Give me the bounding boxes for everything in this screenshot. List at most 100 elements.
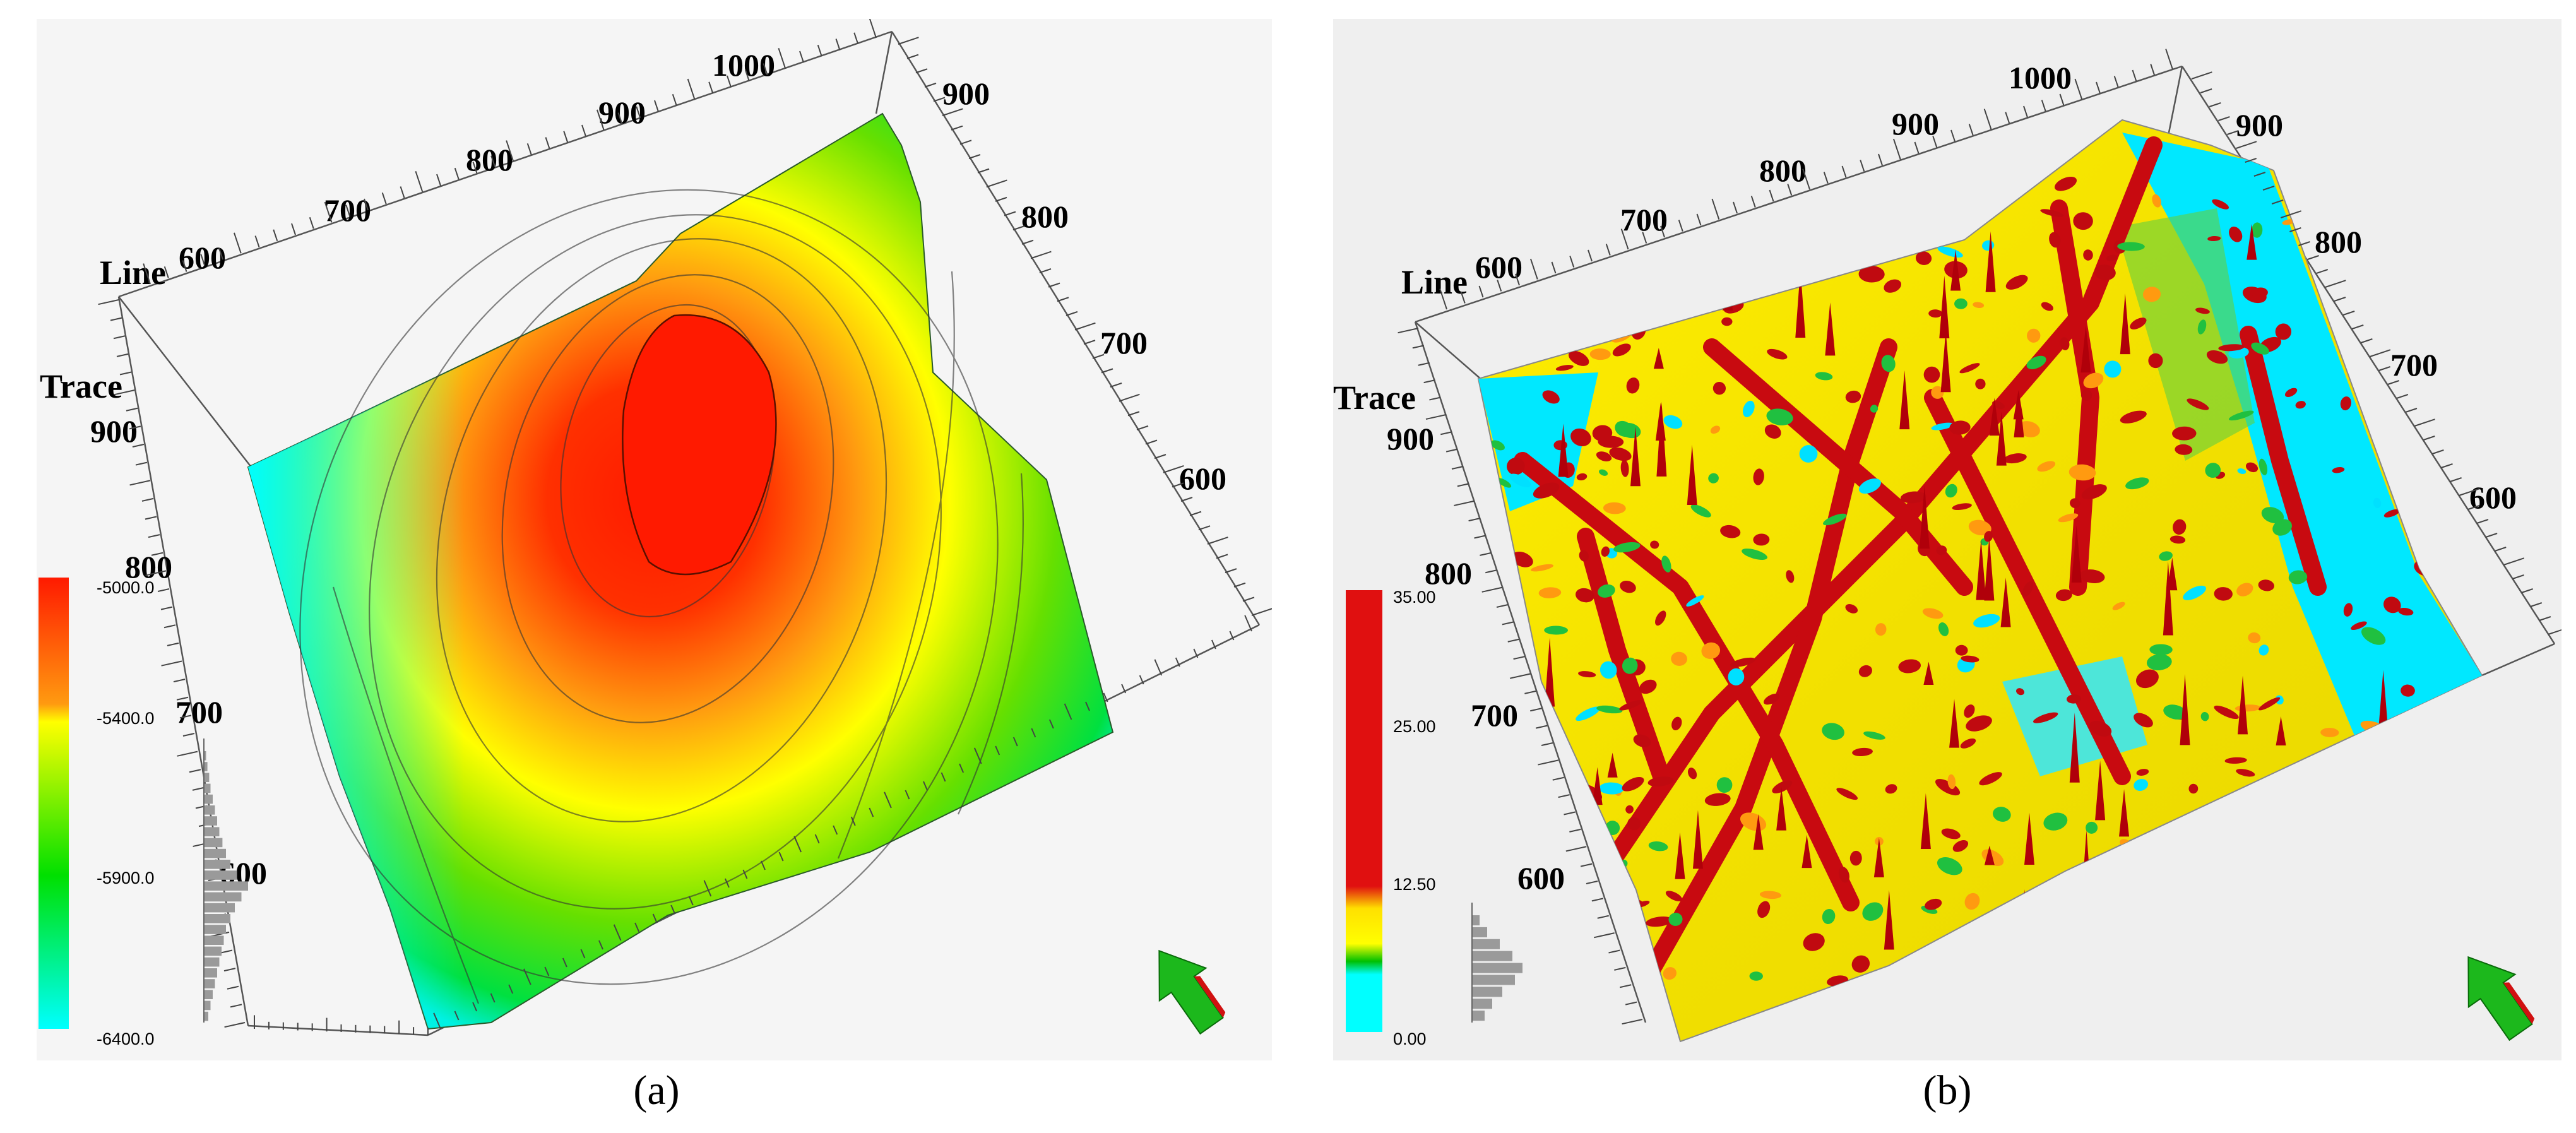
texture-blob: [1637, 302, 1647, 310]
tick-mark: [597, 109, 605, 131]
texture-blob: [1564, 910, 1580, 920]
texture-blob: [2354, 275, 2375, 286]
texture-blob: [2066, 694, 2082, 704]
texture-blob: [2258, 579, 2274, 591]
texture-blob: [2306, 846, 2316, 864]
tick-mark: [1569, 828, 1581, 833]
tick-label: 900: [1892, 106, 1939, 141]
tick-mark: [1233, 582, 1246, 588]
spike: [2095, 760, 2106, 821]
tick-mark: [2467, 505, 2480, 510]
texture-blob: [2134, 713, 2153, 728]
texture-blob: [1849, 850, 1862, 866]
texture-blob: [2265, 816, 2279, 829]
tick-mark: [2113, 76, 2119, 88]
spike: [1923, 661, 1934, 685]
tick-mark: [905, 790, 910, 800]
tick-label: 700: [175, 694, 223, 730]
texture-blob: [1601, 856, 1611, 869]
spike: [1776, 786, 1787, 831]
texture-blob: [1915, 251, 1932, 265]
texture-blob: [1884, 279, 1902, 293]
tick-mark: [145, 570, 167, 576]
tick-mark: [1622, 1019, 1643, 1025]
tick-mark: [1119, 393, 1140, 402]
texture-blob: [2406, 844, 2418, 853]
tick-mark: [381, 192, 387, 205]
texture-blob: [1928, 954, 1937, 959]
colorbar-label: 0.00: [1393, 1029, 1427, 1048]
tick-mark: [1030, 251, 1052, 259]
tick-mark: [148, 534, 160, 538]
tick-mark: [793, 836, 802, 853]
texture-blob: [2228, 410, 2254, 421]
tick-mark: [2432, 449, 2444, 454]
texture-blob: [2089, 720, 2112, 737]
ridge-line: [1514, 452, 1860, 911]
spike: [2238, 675, 2248, 735]
tick-mark: [254, 235, 260, 247]
tick-mark: [1620, 984, 1632, 988]
texture-blob: [2368, 217, 2382, 232]
tick-mark: [1524, 690, 1536, 694]
tick-label: 1000: [712, 47, 775, 83]
tick-mark: [1497, 280, 1502, 292]
texture-blob: [1599, 469, 1608, 476]
texture-blob: [1938, 622, 1949, 636]
tick-mark: [1021, 239, 1034, 245]
tick-mark: [508, 984, 514, 994]
texture-blob: [1647, 776, 1674, 787]
tick-label: 900: [1387, 421, 1434, 456]
texture-blob: [2149, 644, 2173, 655]
texture-blob: [2347, 753, 2363, 764]
tick-mark: [200, 254, 206, 266]
texture-blob: [2197, 319, 2207, 335]
texture-blob: [2320, 728, 2339, 737]
texture-blob: [2251, 287, 2268, 299]
tick-mark: [581, 124, 586, 137]
tick-mark: [1440, 431, 1452, 436]
texture-blob: [1688, 768, 1697, 780]
tick-marks: [98, 19, 1272, 1035]
texture-blob: [1655, 610, 1666, 626]
texture-blob: [1509, 473, 1531, 488]
texture-blob: [1875, 623, 1887, 636]
bounding-box: [1414, 65, 2556, 1023]
texture-blob: [1862, 902, 1884, 921]
tick-mark: [898, 37, 919, 45]
texture-blob: [2214, 587, 2233, 601]
tick-mark: [1642, 232, 1647, 244]
texture-blob: [1612, 343, 1631, 357]
texture-blob: [2229, 937, 2256, 953]
texture-blob: [2411, 482, 2437, 497]
tick-mark: [114, 389, 135, 396]
tick-mark: [151, 552, 163, 556]
texture-blob: [1646, 916, 1673, 927]
texture-blob: [1511, 552, 1533, 567]
tick-mark: [2316, 269, 2329, 274]
tick-mark: [1530, 258, 1538, 280]
colorbar-label: -5900.0: [97, 869, 155, 887]
spike: [2071, 525, 2082, 583]
tick-label: 1000: [2009, 60, 2072, 95]
texture-blob: [1578, 980, 1598, 990]
colorbar-gradient: [39, 578, 69, 1029]
tick-mark: [1932, 136, 1938, 148]
texture-blob: [1749, 971, 1763, 981]
texture-blob: [2403, 889, 2427, 901]
histogram-bar: [204, 914, 230, 923]
spike: [1873, 838, 1884, 877]
tick-mark: [227, 985, 239, 990]
tick-mark: [1625, 1001, 1637, 1005]
tick-mark: [1580, 863, 1593, 867]
spike: [1884, 890, 1894, 950]
texture-blob: [1592, 425, 1613, 441]
texture-blob: [2221, 823, 2238, 839]
tick-mark: [490, 993, 496, 1003]
colorbar-gradient: [1346, 590, 1382, 1032]
tick-mark: [598, 940, 603, 950]
tick-mark: [942, 108, 963, 117]
histogram-bar: [1472, 927, 1487, 937]
trace-ticks-left: 900 800 700 600: [1387, 421, 1565, 896]
tick-mark: [1175, 657, 1180, 667]
